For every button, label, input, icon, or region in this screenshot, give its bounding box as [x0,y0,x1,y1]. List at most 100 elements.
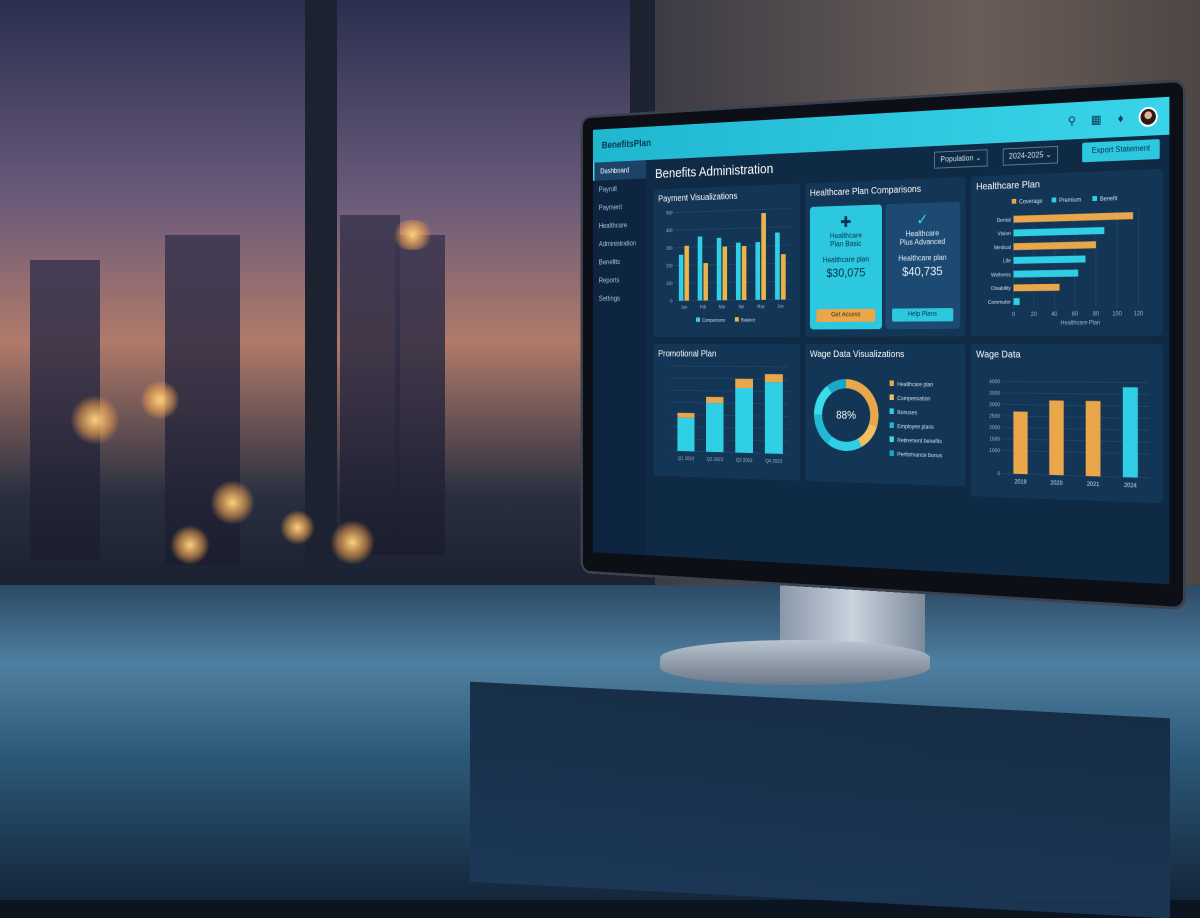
sidebar-item[interactable]: Benefits [593,252,646,271]
legend-label: Healthcare plan [897,382,933,389]
legend-label: Balance [741,318,756,323]
sidebar-item[interactable]: Settings [593,289,646,308]
bar-segment [735,388,753,453]
gridline [1003,381,1149,382]
bar-segment [735,379,753,388]
legend-label: Compensation [897,396,930,403]
plan-card-basic[interactable]: ✚ Healthcare Plan Basic Healthcare plan … [810,204,882,329]
dropdown-value: 2024-2025 [1009,150,1044,160]
y-tick-label: 0 [670,299,672,304]
x-tick-label: May [757,304,765,309]
bar [1014,227,1105,236]
wage-viz-panel: Wage Data Visualizations Healthcare plan… [805,344,965,486]
y-tick-label: 3000 [989,402,1000,408]
payment-chart: 0 100 200 300 400 500 Jan Feb Mar Apr May Jun Compar… [658,203,795,331]
export-statement-button[interactable]: Export Statement [1082,139,1159,162]
monitor: BenefitsPlan ⚲ ▦ ♦ Dashboard Payroll Payme… [583,82,1183,607]
x-tick-label: 60 [1072,311,1078,317]
bar-segment [765,374,783,382]
sidebar-item[interactable]: Healthcare [593,215,646,235]
x-tick-label: Jun [777,304,784,309]
plan-card-advanced[interactable]: ✓ Healthcare Plus Advanced Healthcare pl… [885,202,960,329]
sidebar-item[interactable]: Dashboard [593,160,646,181]
price-label: Healthcare plan [810,255,882,265]
y-tick-label: 0 [997,471,1000,477]
legend-swatch [735,317,739,322]
y-tick-label: Vision [998,231,1011,238]
dropdown-value: Population [940,154,973,164]
bar [1086,401,1101,477]
main-content: Benefits Administration Population ⌄ 202… [651,135,1164,578]
bar [761,213,766,300]
y-tick-label: 2500 [989,413,1000,419]
bar [1014,241,1096,250]
y-tick-label: 400 [666,228,673,233]
donut-slice [830,384,846,390]
x-tick-label: 2024 [1124,483,1137,490]
bar [1049,400,1064,475]
promotional-panel: Promotional Plan Q1 2023 Q2 2023 Q3 2023 Q4… [654,344,801,481]
x-tick-label: 2019 [1015,479,1027,486]
x-tick-label: Jan [681,305,688,310]
bar-segment [677,418,694,452]
y-tick-label: 500 [666,211,673,216]
legend-swatch [890,436,894,442]
population-dropdown[interactable]: Population ⌄ [934,149,987,168]
x-tick-label: Q4 2023 [765,458,782,464]
y-tick-label: Life [1003,258,1011,264]
monitor-reflection [470,682,1170,918]
x-tick-label: 120 [1134,311,1144,318]
building [395,235,445,555]
page-title: Benefits Administration [655,161,773,181]
building [340,215,400,555]
year-dropdown[interactable]: 2024-2025 ⌄ [1003,146,1059,166]
x-tick-label: 20 [1031,312,1037,318]
avatar[interactable] [1139,106,1158,127]
help-plans-button[interactable]: Help Plans [892,308,953,322]
x-tick-label: 0 [1012,312,1015,318]
x-tick-label: Apr [738,304,745,309]
bar [1014,255,1086,263]
light-bokeh [210,480,255,525]
sidebar-item[interactable]: Payment [593,197,646,217]
bar [722,247,727,301]
card-sub: Plus Advanced [885,237,960,247]
light-bokeh [330,520,375,565]
get-access-button[interactable]: Get Access [816,309,875,322]
payment-panel: Payment Visualizations 0 100 200 300 400 500 J… [654,184,801,337]
bar [1013,411,1027,474]
grid-icon[interactable]: ▦ [1090,112,1103,126]
legend-swatch [1012,199,1016,204]
bar [736,243,741,301]
price: $40,735 [885,263,960,278]
x-tick-label: Feb [700,305,707,310]
y-tick-label: 1000 [989,448,1000,455]
panel-title: Payment Visualizations [658,189,795,204]
legend-swatch [1092,196,1097,201]
gridline [672,366,789,367]
search-icon[interactable]: ⚲ [1065,114,1078,128]
sidebar-item[interactable]: Administration [593,234,646,254]
legend-label: Employee plans [897,424,934,431]
y-tick-label: Disability [991,286,1011,293]
bar [698,236,703,300]
bell-icon[interactable]: ♦ [1114,111,1127,126]
x-tick-label: Q2 2023 [707,457,723,463]
x-tick-label: Q1 2023 [678,456,694,462]
legend-swatch [890,380,894,386]
bar [1014,212,1134,223]
dashboard-screen: BenefitsPlan ⚲ ▦ ♦ Dashboard Payroll Payme… [593,97,1169,584]
window-frame [305,0,337,590]
sidebar-item[interactable]: Reports [593,270,646,289]
legend-label: Premium [1059,197,1082,204]
x-tick-label: 40 [1051,312,1057,318]
legend-label: Benefit [1100,196,1118,203]
donut-slice [830,440,860,447]
card-sub: Plan Basic [810,239,882,249]
y-tick-label: 100 [666,281,673,286]
wage-data-panel: Wage Data 0 1000 1500 2000 2500 3000 3500 4000 2… [971,344,1163,503]
bar [684,246,689,301]
wage-donut-chart: Healthcare plan Compensation Bonuses Employ… [810,363,960,481]
healthcare-plan-panel: Healthcare Plan Coverage Premium Benefit 0 2… [971,169,1163,337]
sidebar-item[interactable]: Payroll [593,178,646,198]
